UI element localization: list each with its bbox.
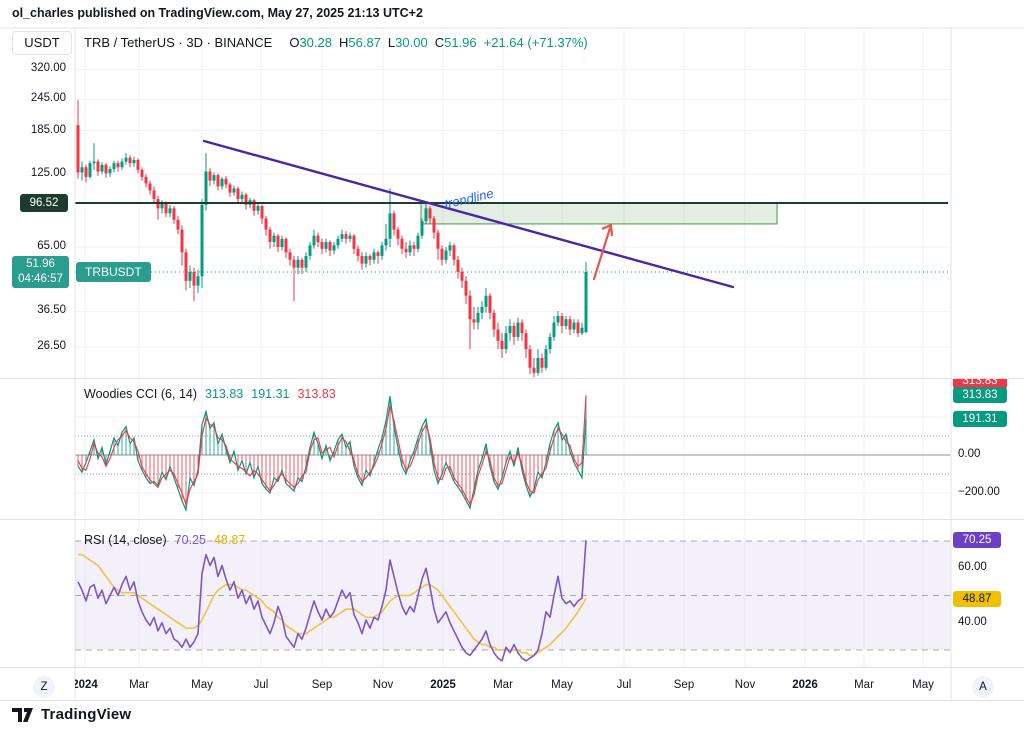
rsi-scale-right[interactable]: 70.25 48.87 60.00 40.00 xyxy=(951,520,1024,668)
time-axis-label: Sep xyxy=(311,679,333,691)
scale-z-button[interactable]: Z xyxy=(33,676,55,698)
open-label: O xyxy=(289,35,300,50)
high-label: H xyxy=(338,35,349,50)
rsi-value-badge: 48.87 xyxy=(953,590,1001,607)
rsi-axis-label: 40.00 xyxy=(958,615,987,628)
time-axis-label: Nov xyxy=(372,679,394,691)
time-axis-label: Sep xyxy=(673,679,695,691)
price-axis-label: 125.00 xyxy=(30,167,66,180)
rsi-value: 70.25 xyxy=(174,533,206,547)
time-axis-label: Mar xyxy=(854,679,874,691)
rsi-ma-value: 48.87 xyxy=(213,533,246,547)
low-label: L xyxy=(387,35,396,50)
cci-value-3: 313.83 xyxy=(297,387,336,401)
cci-value-badge: 191.31 xyxy=(953,410,1007,427)
time-axis-label: May xyxy=(191,679,213,691)
last-price-badge: 51.96 04:46:57 xyxy=(12,255,69,288)
tradingview-logo[interactable]: TradingView xyxy=(12,705,131,723)
time-axis-label: Jul xyxy=(253,679,269,691)
time-axis-label: May xyxy=(912,679,934,691)
rsi-indicator-legend: RSI (14, close) 70.25 48.87 xyxy=(84,533,253,547)
cci-axis-label: −200.00 xyxy=(958,486,1000,498)
cci-indicator-legend: Woodies CCI (6, 14) 313.83 191.31 313.83 xyxy=(84,387,344,401)
attribution-text: ol_charles published on TradingView.com,… xyxy=(12,6,423,20)
rsi-value-badge: 70.25 xyxy=(953,532,1001,549)
price-axis-label: 65.00 xyxy=(37,240,66,253)
cci-value-1: 313.83 xyxy=(205,387,244,401)
time-axis-label: 2026 xyxy=(792,679,818,691)
cci-value-2: 191.31 xyxy=(251,387,290,401)
cci-value-badge: 313.83 xyxy=(953,379,1007,390)
cci-scale-right[interactable]: 313.83 313.83 191.31 0.00 −200.00 xyxy=(951,379,1024,519)
currency-unit-button[interactable]: USDT xyxy=(12,31,72,55)
time-axis-label: Jul xyxy=(616,679,632,691)
time-axis-label: 2025 xyxy=(430,679,456,691)
time-axis-label: Mar xyxy=(493,679,513,691)
cci-axis-label: 0.00 xyxy=(958,448,981,460)
symbol-legend: TRB / TetherUS · 3D · BINANCE O30.28 H56.8… xyxy=(84,34,588,52)
tradingview-logo-icon xyxy=(12,708,33,722)
hline-price-badge: 96.52 xyxy=(20,194,68,212)
price-axis-label: 185.00 xyxy=(30,123,66,136)
bar-countdown: 04:46:57 xyxy=(18,272,63,285)
price-scale-left[interactable]: 320.00 245.00 185.00 125.00 65.00 36.50 26.50 xyxy=(0,28,75,668)
close-label: C xyxy=(434,35,445,50)
time-axis-label: May xyxy=(551,679,573,691)
price-axis-label: 320.00 xyxy=(30,62,66,75)
time-axis-label: Nov xyxy=(734,679,756,691)
low-value: 30.00 xyxy=(395,35,428,50)
change-value: +21.64 (+71.37%) xyxy=(483,35,588,50)
cci-value-badge: 313.83 xyxy=(953,387,1007,404)
open-value: 30.28 xyxy=(299,35,332,50)
close-value: 51.96 xyxy=(444,35,477,50)
price-axis-label: 245.00 xyxy=(30,92,66,105)
time-axis-label: 2024 xyxy=(75,679,98,691)
price-axis-label: 26.50 xyxy=(37,339,66,352)
last-price-value: 51.96 xyxy=(26,257,55,270)
time-scale[interactable]: 2024 Mar May Jul Sep Nov 2025 Mar May Jul Sep Nov 20… xyxy=(75,668,951,700)
high-value: 56.87 xyxy=(348,35,381,50)
cci-indicator-title[interactable]: Woodies CCI (6, 14) xyxy=(84,387,198,401)
rsi-indicator-title[interactable]: RSI (14, close) xyxy=(84,533,167,547)
tradingview-logo-text: TradingView xyxy=(41,705,132,723)
symbol-title[interactable]: TRB / TetherUS · 3D · BINANCE xyxy=(84,35,273,50)
time-axis-label: Mar xyxy=(129,679,149,691)
symbol-price-line-label[interactable]: TRBUSDT xyxy=(76,261,151,282)
price-axis-label: 36.50 xyxy=(37,304,66,317)
rsi-axis-label: 60.00 xyxy=(958,561,987,574)
auto-scale-button[interactable]: A xyxy=(972,676,994,698)
